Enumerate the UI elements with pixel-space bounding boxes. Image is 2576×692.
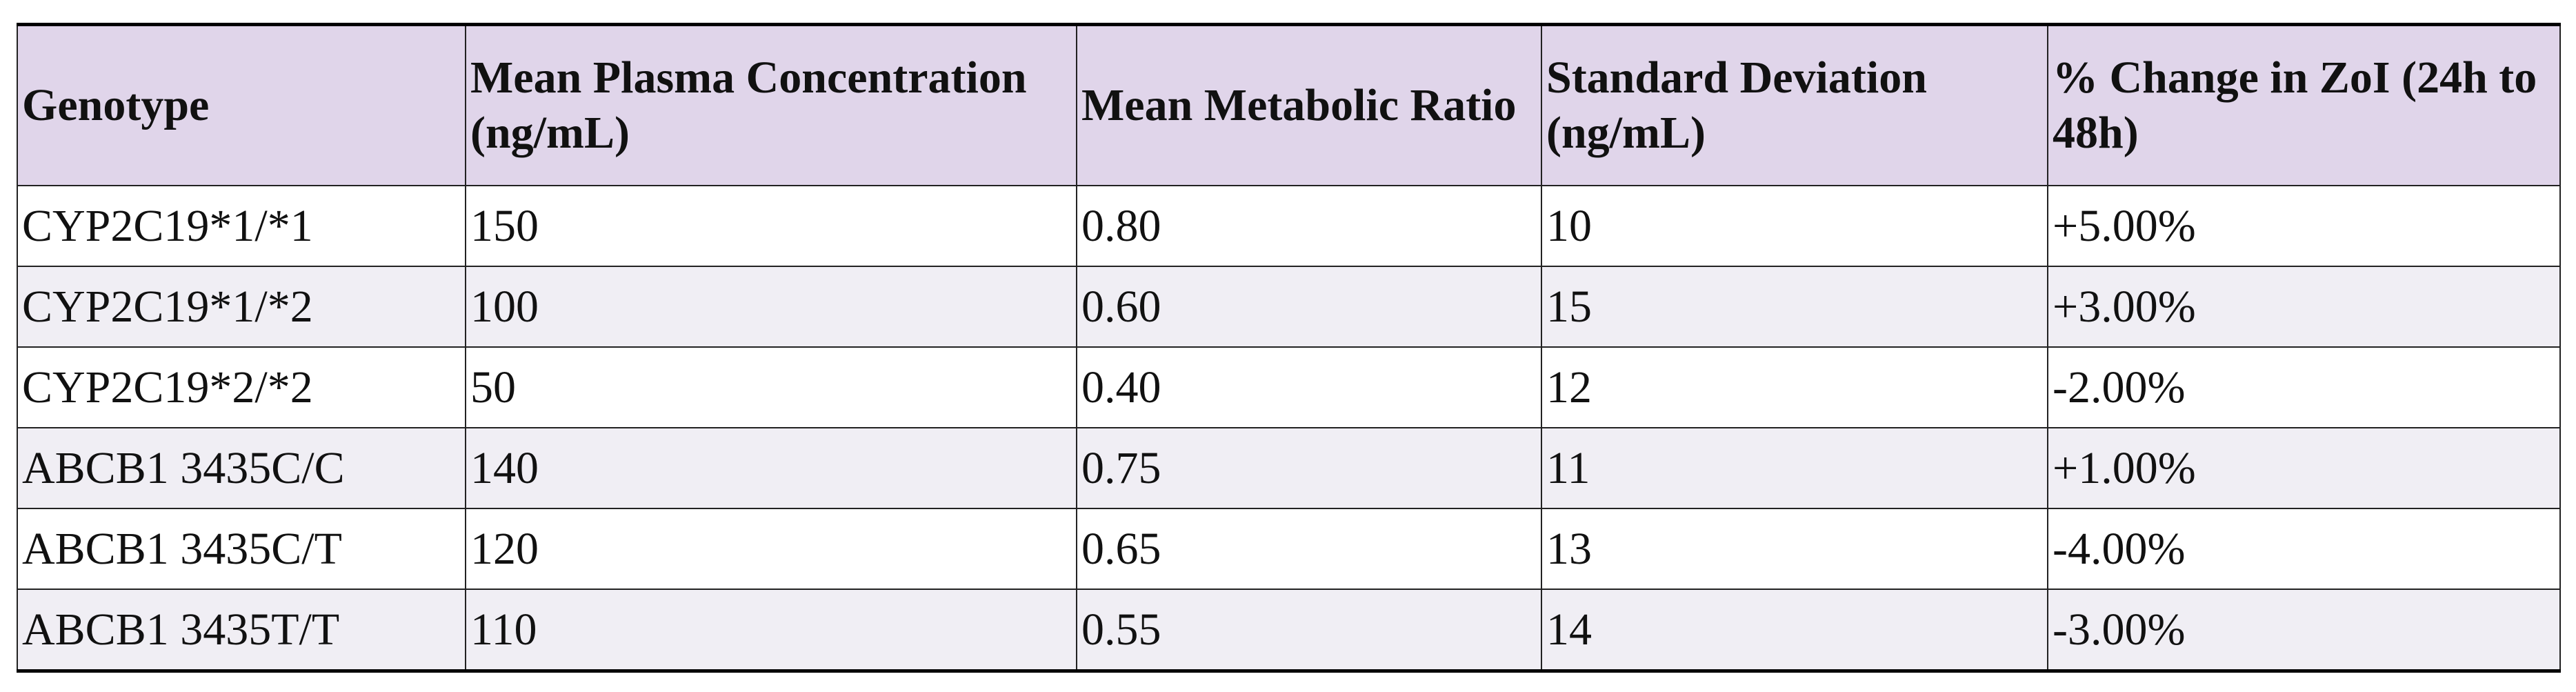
table-cell: 12 — [1541, 346, 2048, 428]
table-cell: CYP2C19*1/*2 — [17, 266, 466, 348]
header-cell: Genotype — [17, 23, 466, 186]
table-cell: +3.00% — [2047, 266, 2561, 348]
table-cell: CYP2C19*1/*1 — [17, 185, 466, 267]
table-cell: -4.00% — [2047, 508, 2561, 590]
table-cell: ABCB1 3435T/T — [17, 589, 466, 672]
header-cell: Mean Plasma Concentration (ng/mL) — [465, 23, 1077, 186]
table-cell: 0.65 — [1076, 508, 1542, 590]
table-cell: CYP2C19*2/*2 — [17, 346, 466, 428]
table-cell: 150 — [465, 185, 1077, 267]
header-cell: Standard Deviation (ng/mL) — [1541, 23, 2048, 186]
table-cell: 0.75 — [1076, 427, 1542, 509]
table-cell: 0.55 — [1076, 589, 1542, 672]
table-row: CYP2C19*1/*2 100 0.60 15 +3.00% — [17, 266, 2561, 348]
table-row: ABCB1 3435C/T 120 0.65 13 -4.00% — [17, 508, 2561, 590]
table-cell: 0.60 — [1076, 266, 1542, 348]
page: Genotype Mean Plasma Concentration (ng/mL… — [17, 23, 2561, 673]
table-cell: +5.00% — [2047, 185, 2561, 267]
table-cell: 110 — [465, 589, 1077, 672]
table-cell: +1.00% — [2047, 427, 2561, 509]
table-row: CYP2C19*1/*1 150 0.80 10 +5.00% — [17, 185, 2561, 267]
table-cell: 14 — [1541, 589, 2048, 672]
table-row: ABCB1 3435T/T 110 0.55 14 -3.00% — [17, 589, 2561, 672]
table-cell: 100 — [465, 266, 1077, 348]
table-cell: -2.00% — [2047, 346, 2561, 428]
table-cell: ABCB1 3435C/C — [17, 427, 466, 509]
table-cell: 50 — [465, 346, 1077, 428]
header-row: Genotype Mean Plasma Concentration (ng/mL… — [17, 23, 2561, 186]
table-body: CYP2C19*1/*1 150 0.80 10 +5.00% CYP2C19*1/*2 1… — [17, 185, 2561, 672]
table-cell: 13 — [1541, 508, 2048, 590]
table-row: CYP2C19*2/*2 50 0.40 12 -2.00% — [17, 346, 2561, 428]
table-cell: 0.40 — [1076, 346, 1542, 428]
table-cell: ABCB1 3435C/T — [17, 508, 466, 590]
table-cell: 15 — [1541, 266, 2048, 348]
table-cell: 10 — [1541, 185, 2048, 267]
table-head: Genotype Mean Plasma Concentration (ng/mL… — [17, 23, 2561, 186]
table-cell: 0.80 — [1076, 185, 1542, 267]
data-table: Genotype Mean Plasma Concentration (ng/mL… — [17, 23, 2561, 673]
header-cell: % Change in ZoI (24h to 48h) — [2047, 23, 2561, 186]
table-cell: 11 — [1541, 427, 2048, 509]
table-cell: -3.00% — [2047, 589, 2561, 672]
table-cell: 140 — [465, 427, 1077, 509]
table-row: ABCB1 3435C/C 140 0.75 11 +1.00% — [17, 427, 2561, 509]
header-cell: Mean Metabolic Ratio — [1076, 23, 1542, 186]
table-cell: 120 — [465, 508, 1077, 590]
